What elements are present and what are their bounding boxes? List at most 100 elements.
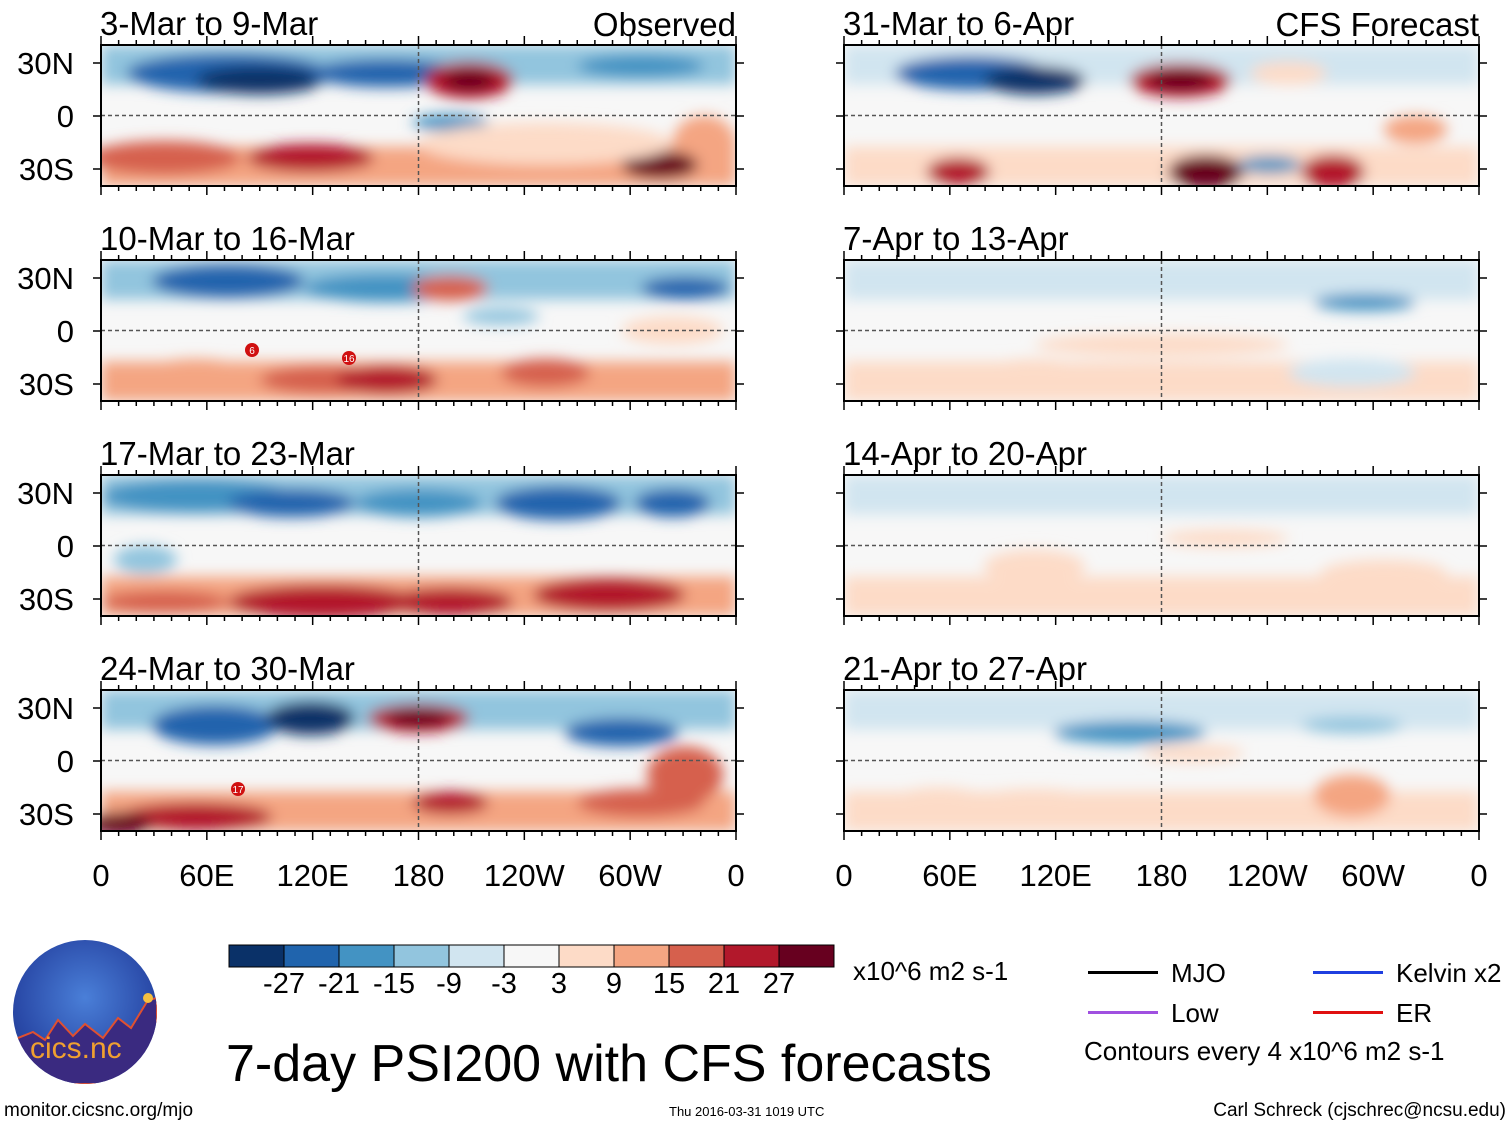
anomaly-region <box>983 549 1086 584</box>
panel-title: 3-Mar to 9-Mar <box>100 5 319 42</box>
colorbar-label: -21 <box>318 968 360 1000</box>
anomaly-region <box>640 276 730 300</box>
colorbar-label: 15 <box>652 968 686 1000</box>
anomaly-region <box>151 264 305 299</box>
anomaly-region <box>1148 487 1302 505</box>
storm-marker <box>342 351 356 365</box>
colorbar-label: 3 <box>550 968 568 1000</box>
y-tick-label: 0 <box>56 529 74 564</box>
map-panel <box>101 260 736 401</box>
x-tick-label: 180 <box>1135 858 1188 893</box>
y-tick-label: 30S <box>18 367 74 402</box>
figure-title: 7-day PSI200 with CFS forecasts <box>226 1035 992 1093</box>
anomaly-region <box>1148 70 1213 91</box>
anomaly-region <box>412 791 489 815</box>
colorbar-swatch <box>393 944 450 968</box>
anomaly-region <box>113 545 178 574</box>
colorbar-label: -9 <box>436 968 462 1000</box>
y-tick-label: 0 <box>56 314 74 349</box>
mountain-sun-icon <box>13 993 157 1084</box>
anomaly-region <box>228 584 419 616</box>
storm-marker <box>231 782 245 796</box>
anomaly-region <box>875 276 1003 300</box>
anomaly-region <box>1161 529 1289 547</box>
anomaly-region <box>310 59 463 88</box>
anomaly-region <box>1320 559 1448 588</box>
anomaly-region <box>386 587 514 616</box>
y-tick-label: 30N <box>17 46 74 81</box>
anomaly-region <box>983 66 1086 95</box>
legend-line-kelvin-x2 <box>1313 971 1383 974</box>
colorbar-swatch <box>283 944 340 968</box>
y-tick-label: 0 <box>56 744 74 779</box>
anomaly-region <box>462 307 540 325</box>
anomaly-region <box>1142 744 1245 762</box>
y-tick-label: 0 <box>56 99 74 134</box>
panel-title: 31-Mar to 6-Apr <box>843 5 1075 42</box>
anomaly-region <box>621 150 698 179</box>
x-tick-label: 120W <box>1226 858 1308 893</box>
map-panel <box>844 260 1479 401</box>
anomaly-region <box>564 718 679 747</box>
anomaly-region <box>894 706 1048 730</box>
colorbar-swatch <box>723 944 780 968</box>
colorbar-swatch <box>558 944 615 968</box>
anomaly-region <box>151 705 279 745</box>
anomaly-region <box>621 316 724 345</box>
anomaly-region <box>101 590 228 614</box>
panel-title: 14-Apr to 20-Apr <box>843 435 1087 472</box>
map-panel <box>844 690 1479 831</box>
colorbar-swatch <box>338 944 395 968</box>
y-tick-label: 30N <box>17 476 74 511</box>
legend-label: MJO <box>1171 958 1226 988</box>
legend-label: ER <box>1396 998 1433 1028</box>
map-panel <box>101 690 736 831</box>
colorbar-swatch <box>448 944 505 968</box>
anomaly-region <box>577 788 705 817</box>
anomaly-region <box>577 54 705 78</box>
cics-logo: cics.nc <box>13 940 157 1084</box>
map-panel <box>844 45 1479 186</box>
storm-label: 17 <box>232 785 244 796</box>
anomaly-region <box>1288 358 1416 387</box>
anomaly-region <box>1250 61 1327 85</box>
x-tick-label: 120W <box>483 858 565 893</box>
x-tick-label: 0 <box>1470 858 1488 893</box>
y-tick-label: 30S <box>18 582 74 617</box>
anomaly-region <box>532 577 686 612</box>
anomaly-region <box>1301 716 1403 734</box>
storm-marker <box>245 343 259 357</box>
anomaly-region <box>1313 293 1416 311</box>
contour-note: Contours every 4 x10^6 m2 s-1 <box>1084 1036 1445 1066</box>
anomaly-region <box>145 358 248 387</box>
anomaly-region <box>247 143 375 172</box>
x-tick-label: 120E <box>276 858 349 893</box>
column-label: CFS Forecast <box>1275 6 1479 43</box>
anomaly-region <box>1167 154 1245 186</box>
footer-timestamp: Thu 2016-03-31 1019 UTC <box>669 1104 825 1119</box>
storm-label: 6 <box>249 346 255 357</box>
colorbar-label: 27 <box>762 968 796 1000</box>
anomaly-region <box>443 70 495 91</box>
legend-line-er <box>1313 1011 1383 1014</box>
anomaly-region <box>101 812 152 831</box>
panel-title: 21-Apr to 27-Apr <box>843 650 1087 687</box>
anomaly-region <box>228 489 355 518</box>
y-tick-label: 30S <box>18 797 74 832</box>
panel-title: 10-Mar to 16-Mar <box>100 220 355 257</box>
units-label: x10^6 m2 s-1 <box>853 956 1009 986</box>
map-panel <box>101 475 736 616</box>
footer-url[interactable]: monitor.cicsnc.org/mjo <box>4 1100 194 1121</box>
anomaly-region <box>196 66 324 95</box>
x-tick-label: 0 <box>835 858 853 893</box>
anomaly-region <box>101 140 241 175</box>
anomaly-region <box>1237 156 1302 174</box>
anomaly-region <box>1313 774 1391 817</box>
x-tick-label: 120E <box>1019 858 1092 893</box>
anomaly-region <box>335 365 438 394</box>
legend-label: Kelvin x2 <box>1396 958 1502 988</box>
y-tick-label: 30N <box>17 691 74 726</box>
x-tick-label: 60W <box>598 858 663 893</box>
colorbar-label: 21 <box>707 968 741 1000</box>
x-tick-label: 60E <box>922 858 978 893</box>
